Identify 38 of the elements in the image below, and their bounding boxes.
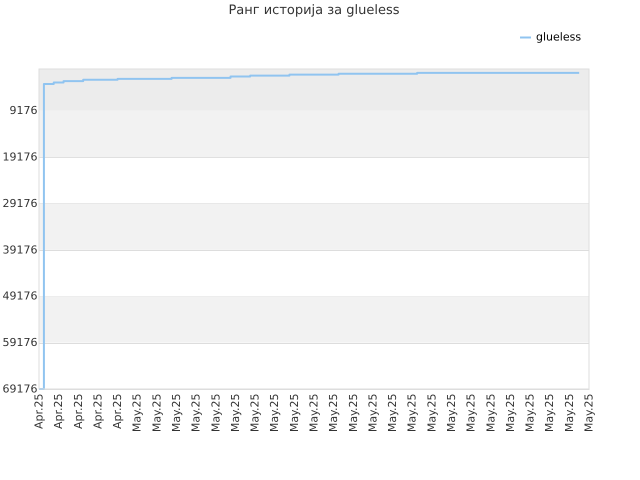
x-tick-label: May.25 <box>425 394 438 432</box>
x-tick-label: May.25 <box>327 394 340 432</box>
x-tick-label: Apr.25 <box>52 394 66 430</box>
x-tick-label: May.25 <box>524 394 537 432</box>
x-tick-label: May.25 <box>130 394 144 432</box>
x-tick-label: May.25 <box>190 394 203 432</box>
legend-label: glueless <box>536 30 582 44</box>
y-tick-label: 59176 <box>2 336 38 350</box>
x-tick-label: May.25 <box>288 394 301 432</box>
x-tick-label: May.25 <box>445 394 458 432</box>
x-tick-label: Apr.25 <box>32 394 46 430</box>
x-tick-label: May.25 <box>543 394 556 432</box>
x-tick-label: May.25 <box>346 394 360 432</box>
y-tick-label: 19176 <box>2 150 38 164</box>
y-tick-label: 29176 <box>2 196 38 210</box>
x-tick-label: May.25 <box>209 394 222 432</box>
x-tick-label: May.25 <box>464 394 478 432</box>
y-tick-label: 49176 <box>2 290 38 303</box>
y-tick-label: 39176 <box>2 243 38 256</box>
x-tick-label: May.25 <box>308 394 320 432</box>
x-tick-label: May.25 <box>484 394 498 432</box>
chart-title: Ранг историја за glueless <box>228 3 400 18</box>
y-tick-label: 69176 <box>2 382 38 396</box>
x-tick-label: May.25 <box>248 394 262 432</box>
y-tick-label: 9176 <box>10 104 38 118</box>
x-tick-label: May.25 <box>268 394 282 432</box>
x-tick-label: Apr.25 <box>91 394 104 430</box>
x-tick-label: Apr.25 <box>111 394 124 430</box>
x-tick-label: May.25 <box>150 394 164 432</box>
x-tick-label: May.25 <box>386 394 400 432</box>
x-tick-label: May.25 <box>504 394 517 432</box>
x-tick-label: May.25 <box>366 394 380 432</box>
x-tick-label: May.25 <box>170 394 183 432</box>
x-tick-label: May.25 <box>228 394 242 432</box>
x-tick-label: Apr.25 <box>72 394 85 430</box>
x-tick-label: May.25 <box>562 394 576 432</box>
x-tick-label: May.25 <box>406 394 419 432</box>
x-tick-label: May.25 <box>582 394 596 432</box>
